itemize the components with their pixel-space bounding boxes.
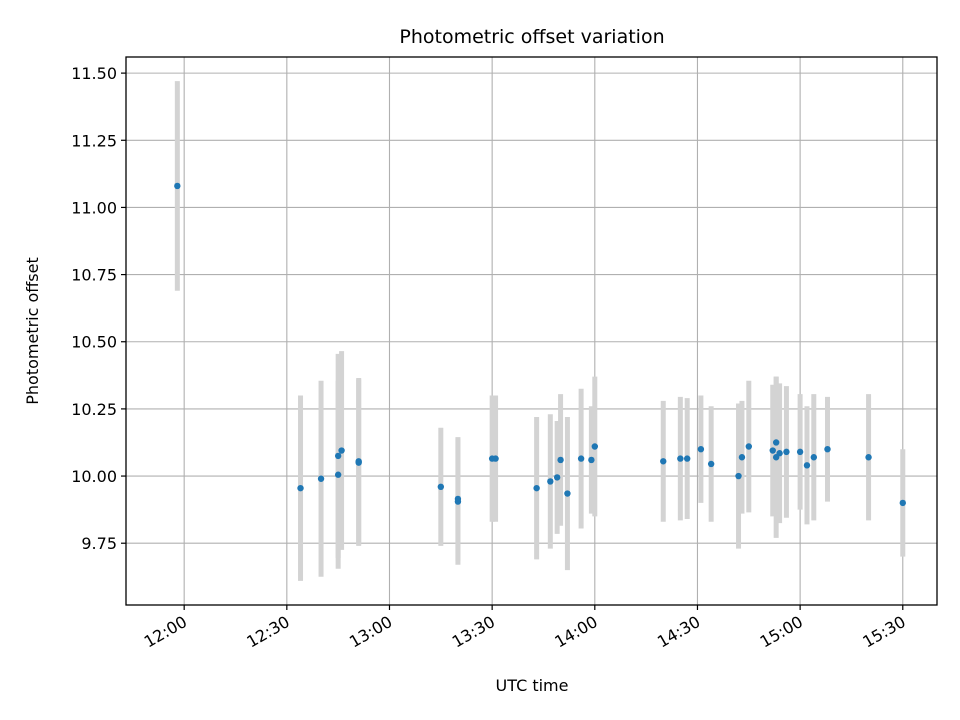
y-tick-label: 11.25 (71, 131, 117, 150)
data-point (769, 447, 776, 454)
data-point (334, 471, 342, 478)
data-point (564, 490, 571, 497)
data-point (454, 498, 462, 505)
data-point (338, 447, 345, 454)
data-point (899, 499, 906, 507)
y-tick-label: 11.50 (71, 64, 117, 83)
y-tick-label: 11.00 (71, 198, 117, 217)
data-point (553, 474, 561, 481)
data-point (174, 182, 181, 190)
y-tick-label: 10.75 (71, 266, 117, 285)
data-point (547, 478, 554, 485)
data-point (492, 455, 499, 462)
data-point (355, 459, 362, 466)
data-points (174, 182, 906, 507)
data-point (776, 450, 783, 457)
data-point (824, 445, 831, 453)
data-point (735, 472, 742, 480)
data-point (803, 462, 811, 469)
x-axis-label: UTC time (496, 676, 569, 695)
data-point (783, 448, 790, 456)
data-point (707, 460, 715, 468)
data-point (533, 484, 540, 492)
y-tick-label: 10.50 (71, 333, 117, 352)
data-point (745, 443, 752, 450)
grid (126, 57, 937, 605)
data-point (738, 454, 746, 461)
data-point (334, 452, 342, 460)
y-tick-label: 9.75 (81, 534, 117, 553)
data-point (588, 456, 595, 464)
data-point (683, 455, 691, 462)
data-point (772, 439, 780, 446)
y-tick-label: 10.25 (71, 400, 117, 419)
data-point (297, 484, 304, 492)
data-point (796, 448, 804, 456)
data-point (557, 456, 564, 464)
y-tick-label: 10.00 (71, 467, 117, 486)
data-point (437, 483, 445, 491)
chart-title: Photometric offset variation (399, 26, 664, 48)
data-point (697, 445, 705, 453)
data-point (677, 455, 684, 462)
y-axis-label: Photometric offset (23, 257, 42, 405)
data-point (810, 454, 818, 461)
data-point (317, 475, 325, 482)
data-point (660, 458, 667, 465)
data-point (865, 454, 872, 461)
data-point (591, 443, 599, 450)
y-axis: 9.75 10.00 10.25 10.50 10.75 11.00 11.25 11.50 (71, 64, 126, 553)
data-point (577, 455, 585, 462)
plot-frame (125, 56, 938, 606)
